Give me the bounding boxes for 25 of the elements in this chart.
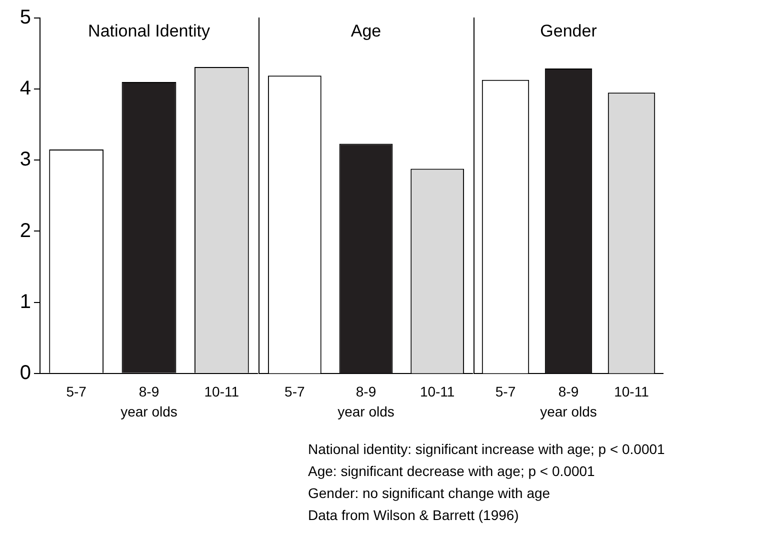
chart-title: National Identity [88,22,210,41]
x-tick-label: 5-7 [284,384,305,400]
y-tick-label: 3 [20,148,31,171]
x-tick-label: 8-9 [558,384,579,400]
x-tick-label: 10-11 [204,384,240,400]
y-tick-label: 1 [20,290,31,313]
text: Data from Wilson & Barrett (1996) [308,506,520,525]
x-axis-title: year olds [338,403,394,420]
x-tick-label: 8-9 [356,384,376,400]
text: National identity: significant increase with age; p < 0.0001 [308,440,665,459]
chart-title: Age [350,22,382,41]
text: Gender: no significant change with age [308,484,552,503]
x-tick-label: 10-11 [614,384,650,400]
text: Age: significant decrease with age; p < 0.0001 [308,462,596,481]
x-tick-label: 10-11 [420,384,455,400]
x-axis-title: year olds [540,403,597,420]
x-axis-title: year olds [120,403,178,420]
x-tick-label: 5-7 [495,384,516,400]
x-tick-label: 8-9 [138,384,160,400]
chart-title: Gender [540,22,598,41]
y-tick-label: 5 [20,6,31,29]
y-tick-label: 0 [20,362,31,384]
x-tick-label: 5-7 [66,384,87,400]
y-tick-label: 2 [20,220,31,242]
y-tick-label: 4 [20,78,31,100]
